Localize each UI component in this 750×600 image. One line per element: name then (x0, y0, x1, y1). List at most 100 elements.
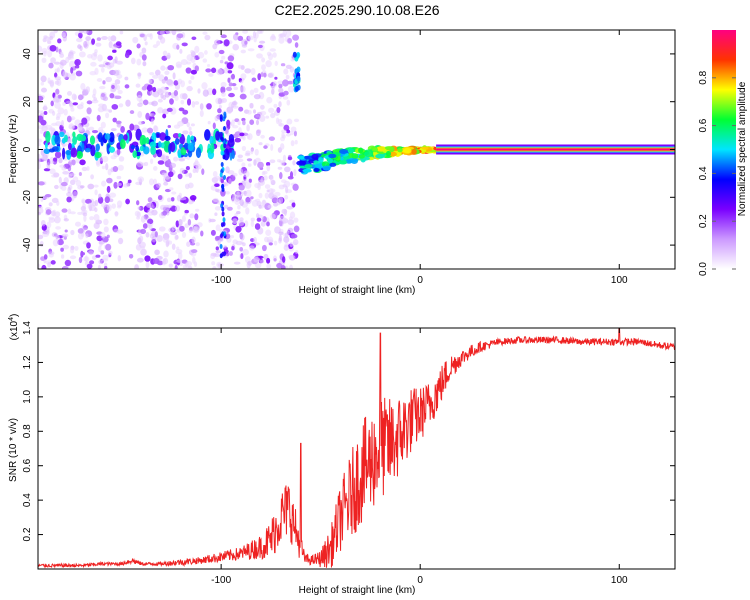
noise-cell (283, 68, 289, 75)
noise-cell (129, 110, 135, 115)
noise-cell (51, 122, 58, 127)
tone-cell (209, 142, 215, 154)
tone-cell (308, 159, 316, 164)
noise-cell (98, 126, 104, 134)
tone-cell (169, 141, 176, 153)
noise-cell (276, 262, 283, 269)
noise-cell (175, 248, 183, 255)
spike-cell (220, 233, 223, 239)
noise-cell (185, 165, 190, 171)
noise-cell (250, 196, 254, 200)
noise-cell (188, 229, 193, 233)
noise-cell (254, 223, 261, 230)
noise-cell (91, 255, 97, 260)
noise-cell (59, 59, 67, 66)
noise-cell (166, 107, 173, 113)
spectrogram-x-label: Height of straight line (km) (299, 285, 416, 296)
snr-x-axis: -100 0 100 (211, 328, 628, 586)
noise-cell (289, 241, 294, 248)
noise-cell (288, 254, 295, 259)
noise-cell (52, 157, 58, 162)
spike-cell (222, 217, 226, 223)
noise-cell (255, 157, 261, 163)
noise-cell (188, 126, 192, 131)
noise-cell (259, 40, 266, 44)
noise-cell (257, 44, 263, 49)
noise-cell (294, 42, 299, 48)
noise-cell (260, 220, 266, 227)
noise-cell (137, 110, 143, 119)
noise-cell (276, 199, 282, 206)
noise-cell (40, 219, 46, 227)
noise-cell (88, 250, 94, 255)
noise-cell (195, 166, 199, 174)
tone-cell (339, 149, 349, 154)
noise-cell (280, 265, 286, 269)
noise-cell (163, 250, 169, 258)
noise-cell (248, 178, 252, 183)
noise-cell (129, 123, 135, 131)
noise-cell (290, 233, 298, 239)
noise-cell (240, 85, 246, 93)
noise-cell (152, 178, 158, 185)
tone-cell (421, 146, 429, 150)
noise-cell (215, 246, 219, 251)
noise-cell (100, 121, 106, 129)
noise-cell (40, 87, 48, 93)
noise-cell (138, 235, 144, 243)
noise-cell (61, 185, 67, 191)
noise-cell (49, 44, 57, 52)
noise-cell (282, 154, 287, 162)
noise-cell (78, 256, 83, 264)
noise-cell (41, 57, 47, 63)
noise-cell (55, 226, 62, 230)
noise-cell (258, 142, 263, 146)
noise-cell (181, 215, 186, 222)
noise-cell (154, 231, 158, 238)
noise-cell (136, 94, 143, 102)
noise-cell (59, 53, 65, 58)
noise-cell (287, 37, 292, 44)
noise-cell (190, 75, 195, 80)
noise-cell (67, 208, 72, 215)
colorbar-tick-label: 0.8 (698, 70, 709, 84)
noise-cell (261, 244, 267, 252)
noise-cell (267, 204, 273, 209)
noise-cell (220, 178, 224, 184)
noise-cell (285, 64, 292, 70)
noise-cell (263, 175, 268, 181)
noise-cell (244, 68, 252, 74)
noise-cell (38, 162, 41, 170)
noise-cell (137, 176, 145, 183)
noise-cell (235, 225, 242, 233)
noise-cell (38, 138, 43, 143)
tone-cell (156, 149, 163, 158)
tone-cell (156, 133, 160, 138)
noise-cell (134, 264, 139, 269)
noise-cell (228, 92, 235, 98)
spike-cell (223, 126, 226, 131)
noise-cell (101, 258, 109, 262)
tone-cell (164, 135, 171, 141)
noise-cell (175, 220, 180, 228)
noise-cell (87, 202, 93, 210)
spike-cell (223, 111, 227, 117)
noise-cell (116, 205, 122, 209)
noise-cell (98, 245, 102, 253)
noise-cell (228, 82, 233, 87)
noise-cell (171, 191, 177, 195)
noise-cell (287, 175, 294, 180)
noise-cell (157, 98, 163, 103)
noise-cell (274, 76, 278, 80)
noise-cell (201, 168, 205, 175)
noise-cell (210, 253, 216, 260)
tone-cell (89, 135, 96, 146)
noise-cell (179, 93, 186, 100)
tone-cell (108, 146, 116, 153)
noise-cell (162, 237, 169, 243)
noise-cell (206, 103, 212, 110)
tone-cell (62, 147, 66, 160)
noise-cell (207, 120, 211, 125)
noise-cell (112, 49, 117, 53)
noise-cell (93, 213, 100, 222)
